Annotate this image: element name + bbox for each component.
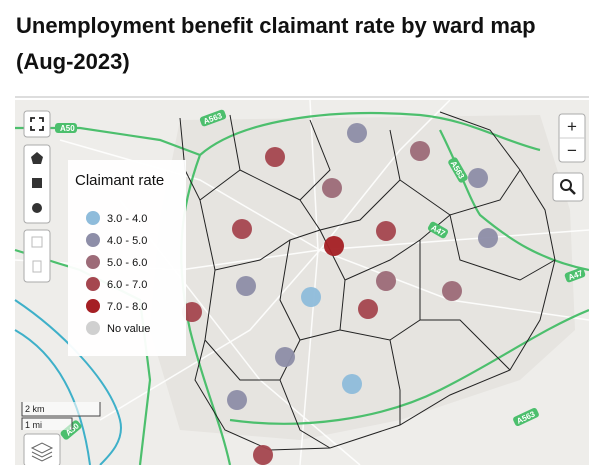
edit-button[interactable]	[31, 236, 43, 248]
road-label: A50	[60, 124, 75, 133]
ward-marker[interactable]	[227, 390, 247, 410]
delete-button[interactable]	[32, 260, 42, 273]
ward-marker[interactable]	[232, 219, 252, 239]
ward-marker[interactable]	[376, 271, 396, 291]
legend-label: 7.0 - 8.0	[107, 301, 147, 313]
legend-label: No value	[107, 323, 150, 335]
legend-swatch	[86, 255, 100, 269]
urban-area	[150, 115, 575, 440]
ward-marker[interactable]	[265, 147, 285, 167]
legend-label: 3.0 - 4.0	[107, 213, 147, 225]
left-toolbar	[23, 110, 61, 465]
page-title: Unemployment benefit claimant rate by wa…	[16, 13, 536, 74]
legend-label: 6.0 - 7.0	[107, 279, 147, 291]
ward-marker[interactable]	[478, 228, 498, 248]
ward-markers	[182, 123, 498, 465]
major-roads	[14, 111, 589, 465]
ward-marker[interactable]	[342, 374, 362, 394]
ward-marker[interactable]	[324, 236, 344, 256]
legend-swatch	[86, 321, 100, 335]
ward-marker[interactable]	[358, 299, 378, 319]
ward-marker[interactable]	[347, 123, 367, 143]
layers-button[interactable]	[23, 433, 61, 465]
ward-marker[interactable]	[376, 221, 396, 241]
river	[14, 299, 122, 465]
ward-marker[interactable]	[253, 445, 273, 465]
legend-swatch	[86, 277, 100, 291]
ward-marker[interactable]	[236, 276, 256, 296]
scale-bar: 2 km 1 mi	[21, 402, 101, 430]
draw-polygon[interactable]	[31, 152, 43, 164]
ward-marker[interactable]	[275, 347, 295, 367]
ward-marker[interactable]	[442, 281, 462, 301]
legend-title: Claimant rate	[75, 172, 164, 189]
legend-label: 4.0 - 5.0	[107, 235, 147, 247]
zoom-in[interactable]: +	[567, 117, 577, 136]
fullscreen-button[interactable]	[23, 110, 51, 138]
ward-marker[interactable]	[410, 141, 430, 161]
legend: Claimant rate 3.0 - 4.0 4.0 - 5.0 5.0 - 6.…	[68, 160, 186, 356]
ward-marker[interactable]	[468, 168, 488, 188]
zoom-out[interactable]: −	[567, 141, 577, 160]
edit-toolbar	[23, 229, 51, 283]
legend-swatch	[86, 233, 100, 247]
legend-label: 5.0 - 6.0	[107, 257, 147, 269]
ward-marker[interactable]	[301, 287, 321, 307]
draw-rectangle[interactable]	[32, 178, 42, 188]
ward-marker[interactable]	[322, 178, 342, 198]
scale-label: 1 mi	[25, 420, 42, 430]
scale-label: 2 km	[25, 404, 45, 414]
draw-circle[interactable]	[32, 203, 42, 213]
ward-marker[interactable]	[182, 302, 202, 322]
legend-swatch	[86, 211, 100, 225]
legend-swatch	[86, 299, 100, 313]
search-button[interactable]	[552, 172, 584, 202]
right-toolbar: + −	[552, 113, 586, 202]
ward-boundaries	[179, 111, 556, 451]
